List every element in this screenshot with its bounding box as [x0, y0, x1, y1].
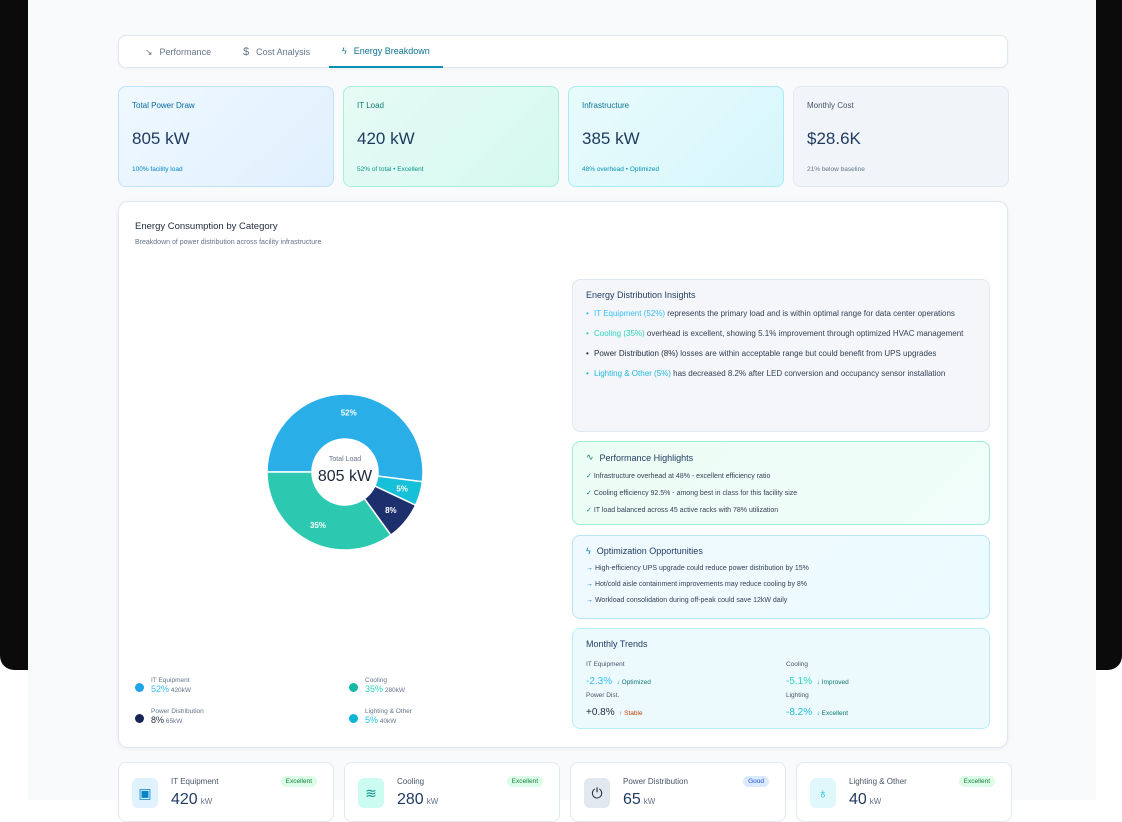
dollar-icon: $: [243, 46, 250, 58]
status-badge: Good: [743, 776, 769, 787]
category-card[interactable]: ♁ Lighting & Other Excellent 40 kW: [796, 762, 1012, 822]
category-card[interactable]: ⏻ Power Distribution Good 65 kW: [570, 762, 786, 822]
activity-icon: ∿: [586, 452, 594, 462]
performance-highlights-box: ∿ Performance Highlights ✓ Infrastructure…: [572, 441, 990, 525]
highlight-item: ✓ IT load balanced across 45 active rack…: [586, 507, 779, 514]
insight-item: • Power Distribution (8%) losses are with…: [586, 349, 937, 358]
wind-icon: ≋: [358, 778, 384, 808]
section-title: Energy Consumption by Category: [135, 221, 278, 232]
power-icon: ⏻: [584, 778, 610, 808]
cpu-icon: ▣: [132, 778, 158, 808]
lightbulb-icon: ♁: [810, 778, 836, 808]
check-icon: ✓: [586, 473, 592, 480]
status-badge: Excellent: [958, 776, 995, 787]
donut-slice-label: 5%: [396, 485, 408, 494]
trending-down-icon: ↘: [145, 46, 153, 57]
status-badge: Excellent: [280, 776, 317, 787]
arrow-right-icon: →: [586, 565, 593, 572]
legend-item: Cooling 35% 280kW: [349, 677, 405, 694]
kpi-monthly-cost: Monthly Cost $28.6K 21% below baseline: [793, 86, 1009, 187]
arrow-right-icon: →: [586, 597, 593, 604]
monthly-trends-box: Monthly Trends IT Equipment -2.3% ↓ Optim…: [572, 628, 990, 729]
category-card[interactable]: ≋ Cooling Excellent 280 kW: [344, 762, 560, 822]
donut-hole: [312, 439, 378, 505]
category-card[interactable]: ▣ IT Equipment Excellent 420 kW: [118, 762, 334, 822]
highlight-item: ✓ Infrastructure overhead at 48% - excel…: [586, 473, 771, 480]
zap-icon: ϟ: [342, 46, 347, 56]
legend-item: IT Equipment 52% 420kW: [135, 677, 191, 694]
tab-cost-analysis[interactable]: $ Cost Analysis: [243, 46, 311, 58]
trend-item: IT Equipment -2.3% ↓ Optimized: [586, 661, 651, 687]
tab-bar: ↘ Performance $ Cost Analysis ϟ Energy Brea…: [118, 35, 1008, 68]
donut-center-value: 805 kW: [317, 468, 373, 485]
check-icon: ✓: [586, 490, 592, 497]
legend-item: Power Distribution 8% 65kW: [135, 708, 204, 725]
arrow-right-icon: →: [586, 581, 593, 588]
highlight-item: ✓ Cooling efficiency 92.5% - among best …: [586, 490, 798, 497]
zap-icon: ϟ: [586, 546, 591, 556]
opportunity-item: → Hot/cold aisle containment improvement…: [586, 581, 808, 588]
kpi-total-power: Total Power Draw 805 kW 100% facility load: [118, 86, 334, 187]
optimization-box: ϟ Optimization Opportunities → High-effic…: [572, 535, 990, 619]
section-subtitle: Breakdown of power distribution across f…: [135, 239, 322, 246]
insight-item: • Cooling (35%) overhead is excellent, sh…: [586, 329, 964, 338]
trend-item: Lighting -8.2% ↓ Excellent: [786, 692, 849, 718]
donut-slice-label: 35%: [310, 521, 326, 530]
insights-box: Energy Distribution Insights • IT Equipme…: [572, 279, 990, 432]
legend-item: Lighting & Other 5% 40kW: [349, 708, 412, 725]
donut-slice-label: 8%: [385, 506, 397, 515]
tab-performance[interactable]: ↘ Performance: [145, 46, 212, 58]
opportunity-item: → High-efficiency UPS upgrade could redu…: [586, 565, 809, 572]
opportunity-item: → Workload consolidation during off-peak…: [586, 597, 788, 604]
trend-item: Cooling -5.1% ↓ Improved: [786, 661, 849, 687]
trend-item: Power Dist. +0.8% ↑ Stable: [586, 692, 643, 718]
insight-item: • Lighting & Other (5%) has decreased 8.2…: [586, 369, 946, 378]
status-badge: Excellent: [506, 776, 543, 787]
kpi-infrastructure: Infrastructure 385 kW 48% overhead • Optim…: [568, 86, 784, 187]
kpi-it-load: IT Load 420 kW 52% of total • Excellent: [343, 86, 559, 187]
insight-item: • IT Equipment (52%) represents the prima…: [586, 309, 955, 318]
tab-energy-breakdown[interactable]: ϟ Energy Breakdown: [329, 36, 443, 68]
donut-slice-label: 52%: [341, 409, 357, 418]
donut-chart: 52% 5% 8% 35%: [266, 393, 424, 551]
check-icon: ✓: [586, 507, 592, 514]
donut-center-label: Total Load: [328, 456, 362, 463]
